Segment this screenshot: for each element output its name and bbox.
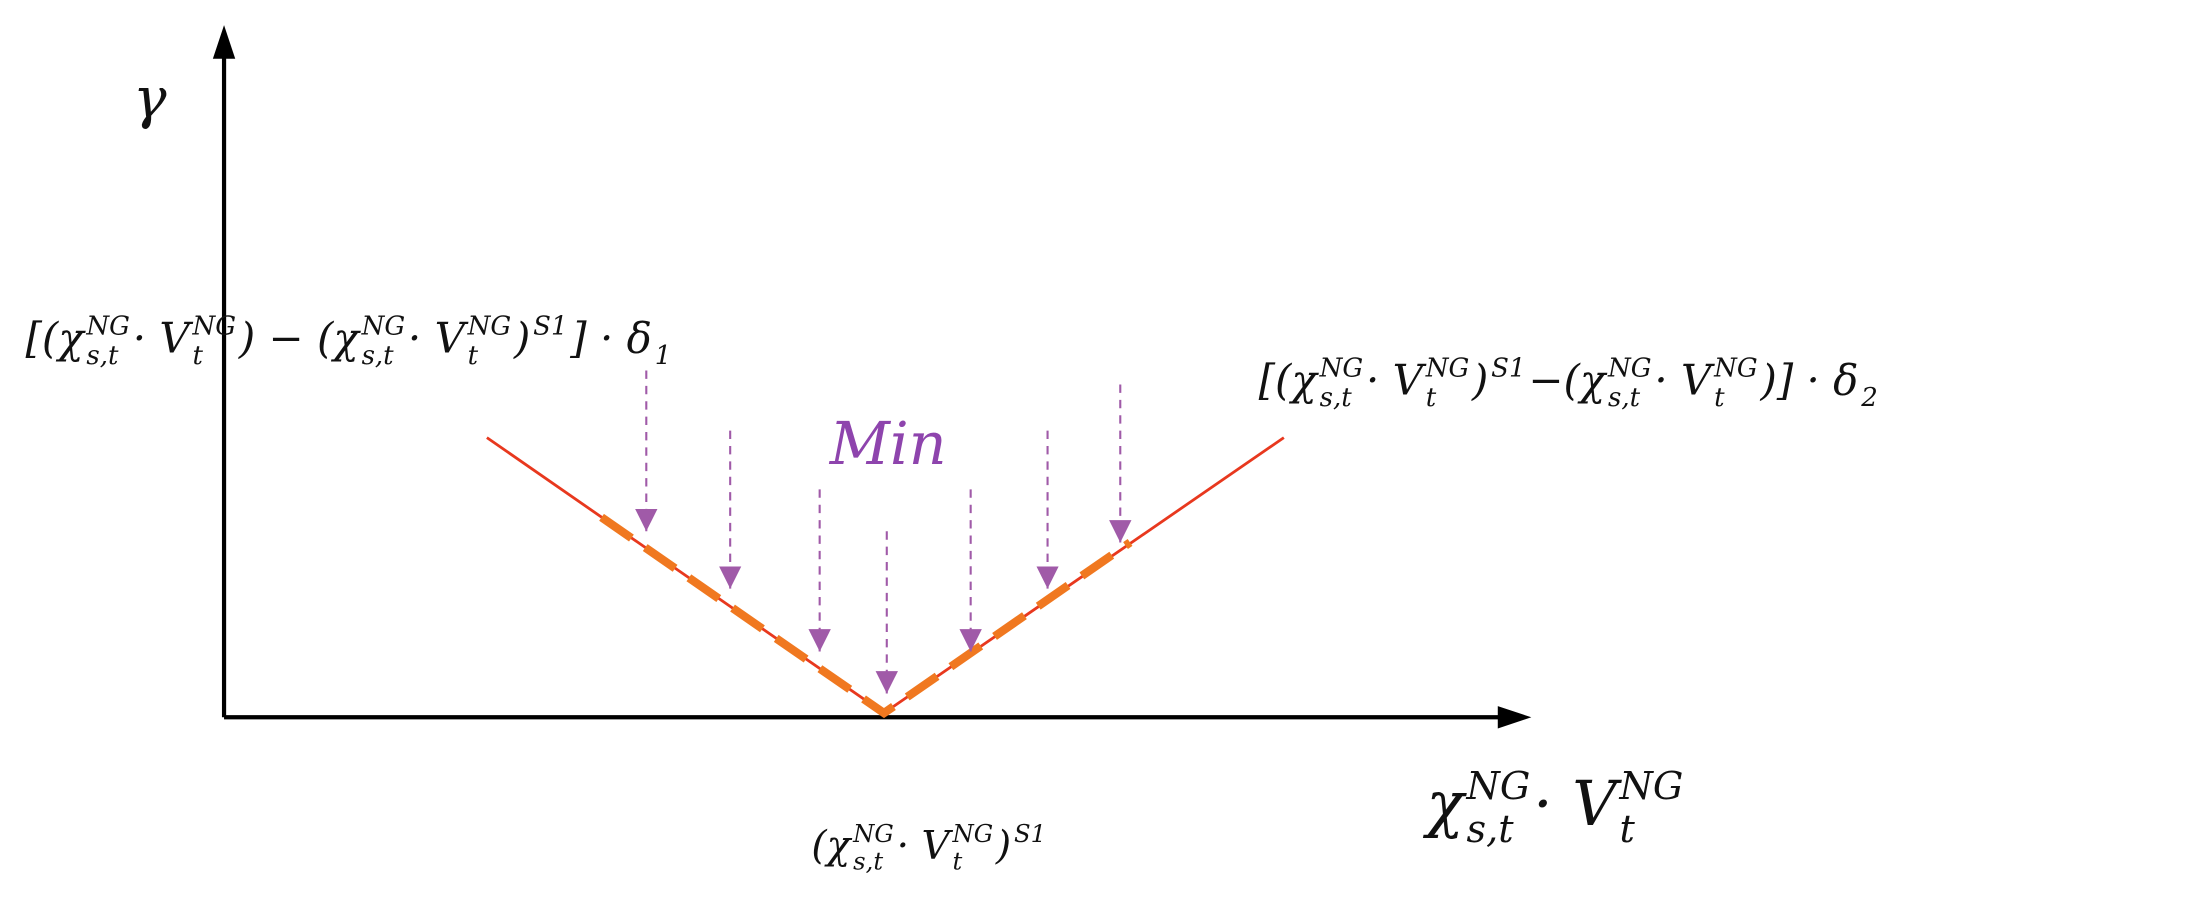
x-arrow xyxy=(1497,706,1532,729)
formula-sub: s,t xyxy=(1467,807,1515,851)
formula-sup: NG xyxy=(1425,354,1470,384)
formula-sub: t xyxy=(1619,807,1635,851)
formula-sup: NG xyxy=(1713,354,1758,384)
arrows xyxy=(635,370,1132,694)
v-curve xyxy=(486,436,1285,715)
formula-base: [(χ xyxy=(1259,355,1320,404)
formula-sub: t xyxy=(468,341,479,371)
formula-sup: NG xyxy=(192,312,237,342)
formula-sub: t xyxy=(1714,383,1725,413)
formula-sup: NG xyxy=(1607,354,1652,384)
min-segment xyxy=(599,513,1133,719)
formula-base: · V xyxy=(897,823,954,868)
formula-base: · V xyxy=(1533,768,1622,840)
formula-base: ) − (χ xyxy=(238,313,362,362)
formula-sub: s,t xyxy=(362,341,395,371)
formula-sup: NG xyxy=(852,819,894,848)
formula-sup: NG xyxy=(952,819,994,848)
formula-base: (χ xyxy=(811,823,852,868)
formula-base: −(χ xyxy=(1528,355,1608,404)
formula-sup: NG xyxy=(361,312,406,342)
formula-base: · V xyxy=(1366,355,1427,404)
formula-base: · V xyxy=(408,313,469,362)
y-arrow xyxy=(212,25,236,59)
formula-base: )] · δ xyxy=(1759,355,1858,404)
formula-sub: t xyxy=(193,341,204,371)
formula-sub: s,t xyxy=(86,341,119,371)
formula-sub: s,t xyxy=(1608,383,1641,413)
formula-base: ) xyxy=(513,313,530,362)
formula-base: · V xyxy=(1654,355,1715,404)
formula-base: ] · δ xyxy=(569,313,652,362)
formula-sub: s,t xyxy=(1320,383,1353,413)
y-axis-label: γ xyxy=(133,66,167,131)
formula-sup: NG xyxy=(1319,354,1364,384)
formula-sup: S1 xyxy=(1014,819,1046,848)
formula-base: · V xyxy=(133,313,194,362)
formula-sup: NG xyxy=(1618,764,1683,808)
formula-sup: NG xyxy=(85,312,130,342)
formula-sup: S1 xyxy=(533,312,567,342)
formula-base: ) xyxy=(1471,355,1488,404)
formula-sub: 2 xyxy=(1860,383,1878,413)
formula-sub: t xyxy=(1426,383,1437,413)
formula-base: ) xyxy=(995,823,1011,868)
formula-sup: NG xyxy=(467,312,512,342)
formula-sup: NG xyxy=(1466,764,1531,808)
formula-base: χ xyxy=(1422,768,1467,840)
formula-sub: t xyxy=(953,846,963,875)
formula-sub: 1 xyxy=(655,341,672,371)
axes xyxy=(212,25,1532,729)
formula-sup: S1 xyxy=(1491,354,1525,384)
formula-sub: s,t xyxy=(853,846,883,875)
formula-base: [(χ xyxy=(26,313,87,362)
min-label: Min xyxy=(829,409,947,478)
